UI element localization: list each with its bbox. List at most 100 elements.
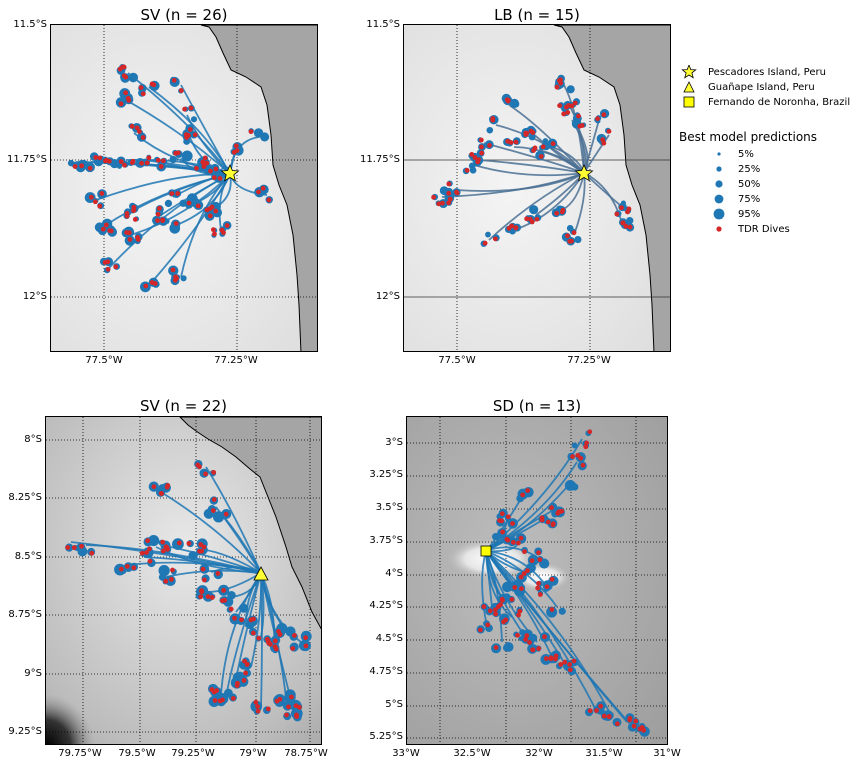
dive-dot: [606, 714, 612, 719]
dive-dot: [572, 100, 578, 106]
dive-dot: [145, 538, 151, 544]
dive-dot: [233, 143, 239, 149]
dive-dot: [135, 237, 141, 242]
dive-dot: [169, 191, 175, 197]
dive-dot: [479, 150, 485, 156]
dive-dot: [255, 704, 260, 709]
dive-dot: [144, 160, 150, 166]
dive-dot: [446, 181, 452, 187]
dive-dot: [210, 508, 216, 513]
dive-dot: [204, 207, 210, 213]
dive-dot: [164, 484, 170, 490]
land-mass: [179, 417, 321, 630]
dive-dot: [175, 150, 181, 156]
dive-dot: [202, 155, 208, 161]
lat-label: 12°S: [375, 291, 400, 302]
dive-dot: [186, 541, 192, 546]
prediction-dot: [158, 565, 170, 577]
dive-dot: [99, 191, 105, 196]
dive-dot: [548, 655, 554, 661]
dive-dot: [103, 158, 108, 164]
dive-dot: [538, 154, 544, 159]
dive-dot: [549, 505, 554, 511]
dive-dot: [178, 88, 184, 93]
square-icon: [680, 95, 702, 109]
dive-dot: [127, 237, 133, 242]
dive-dot: [495, 604, 501, 609]
dive-dot: [220, 697, 225, 703]
dive-dot: [527, 216, 533, 222]
lon-label: 77.25°W: [214, 355, 258, 366]
panel-title-sv-26: SV (n = 26): [140, 6, 228, 24]
star-icon: [574, 163, 594, 182]
dive-dot: [155, 211, 161, 217]
graticule: [456, 25, 591, 351]
dive-dot: [553, 653, 559, 659]
dive-dot: [523, 130, 529, 136]
lon-label: 79.75°W: [58, 748, 102, 759]
dive-dot: [620, 220, 626, 226]
dive-dot: [550, 521, 556, 527]
dive-dot: [211, 497, 217, 502]
dive-dot: [118, 101, 124, 107]
dive-dot: [482, 240, 488, 246]
dot-95-icon: [710, 207, 732, 221]
dive-dot: [303, 643, 309, 649]
dive-dot: [567, 667, 573, 673]
map-canvas: [407, 417, 667, 744]
dive-dot: [478, 137, 484, 143]
panel-title-lb-15: LB (n = 15): [494, 6, 580, 24]
lat-label: 4°S: [385, 568, 403, 579]
graticule: [51, 25, 317, 351]
dive-dot: [274, 698, 280, 704]
dive-dot: [469, 152, 475, 157]
dive-dot: [524, 633, 530, 639]
track-line: [485, 550, 503, 643]
dive-dot: [557, 103, 562, 109]
dive-dot: [194, 165, 199, 171]
lat-label: 5°S: [385, 699, 403, 710]
tdr-dives: [477, 429, 647, 733]
dive-dot: [472, 155, 478, 160]
dive-dot: [580, 462, 586, 468]
dive-dot: [606, 128, 612, 134]
dive-dot: [536, 646, 542, 651]
map-canvas: [51, 25, 317, 351]
dive-dot: [203, 471, 208, 477]
legend-label: Pescadores Island, Peru: [708, 66, 826, 78]
dive-dot: [571, 658, 577, 664]
dive-dot: [518, 574, 524, 580]
dive-dot: [160, 539, 166, 545]
dive-dot: [561, 111, 567, 117]
dive-dot: [170, 567, 175, 573]
dive-dot: [531, 148, 536, 153]
dive-dot: [143, 283, 149, 289]
dive-dot: [217, 175, 223, 181]
lat-label: 4.25°S: [369, 600, 403, 611]
legend-item-guanape: Guañape Island, Peru: [680, 80, 815, 94]
dive-dot: [92, 199, 98, 205]
tdr-dives: [72, 64, 272, 289]
lon-label: 77.5°W: [85, 355, 123, 366]
dive-dot: [158, 164, 164, 169]
dive-dot: [499, 511, 505, 517]
dive-dot: [266, 197, 272, 203]
dot-50-icon: [710, 177, 732, 191]
dive-dot: [569, 103, 575, 109]
track-line: [260, 572, 263, 708]
dive-dot: [601, 112, 607, 118]
map-lb-15: [403, 24, 671, 352]
dive-dot: [129, 123, 135, 129]
lat-label: 5.25°S: [369, 731, 403, 742]
map-sv-26: [50, 24, 318, 352]
prediction-dot: [164, 199, 173, 208]
dive-dot: [160, 548, 166, 554]
dive-dot: [487, 143, 492, 148]
dive-dot: [431, 194, 437, 200]
prediction-dot: [571, 483, 579, 491]
dive-dot: [100, 226, 106, 232]
dive-dot: [97, 203, 103, 209]
dive-dot: [289, 694, 294, 700]
track-line: [143, 556, 262, 574]
lon-label: 79.25°W: [171, 748, 215, 759]
